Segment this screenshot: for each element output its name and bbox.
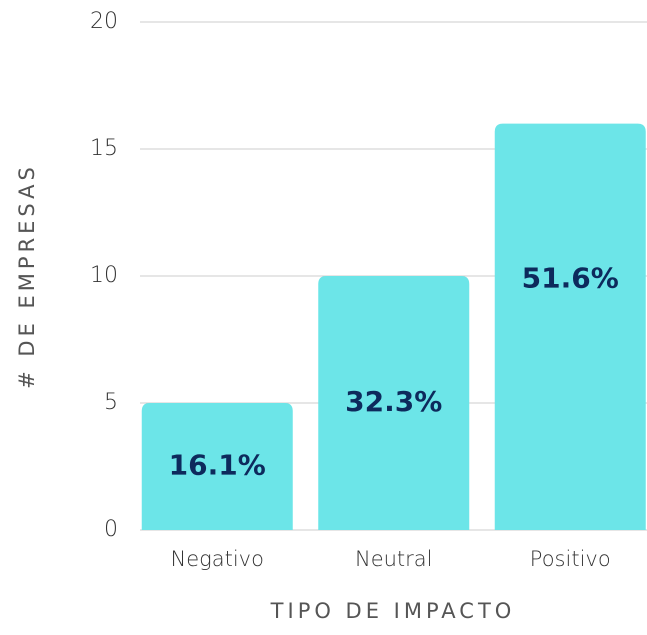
y-tick-label: 15 <box>90 136 118 161</box>
y-tick-label: 10 <box>90 263 118 288</box>
x-axis-title: TIPO DE IMPACTO <box>270 599 516 623</box>
y-tick-label: 5 <box>104 390 118 415</box>
x-tick-label: Neutral <box>355 547 433 571</box>
x-tick-label: Positivo <box>530 547 611 571</box>
x-tick-label: Negativo <box>171 547 264 571</box>
bar-annotation: 16.1% <box>169 449 266 482</box>
bar-annotation: 32.3% <box>345 385 442 418</box>
bar <box>141 403 293 530</box>
y-tick-label: 0 <box>104 517 118 542</box>
y-axis-title: # DE EMPRESAS <box>15 163 39 389</box>
bar <box>494 123 646 530</box>
y-tick-label: 20 <box>90 9 118 34</box>
bar-annotation: 51.6% <box>522 262 619 295</box>
bar <box>318 276 470 530</box>
